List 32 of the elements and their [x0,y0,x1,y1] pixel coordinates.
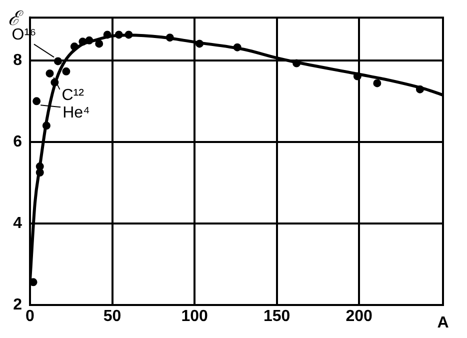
point [62,67,70,76]
point [36,162,44,170]
y-tick-label: 2 [13,296,22,314]
point [70,42,78,51]
y-tick-label: 4 [13,214,22,232]
x-tick-label: 50 [103,308,122,326]
y-tick-label: 6 [13,133,22,150]
point [30,278,38,286]
x-tick-label: 100 [181,308,208,326]
point [85,36,94,44]
point [46,69,54,78]
point [42,122,50,130]
point [124,30,133,39]
x-tick-label: 150 [263,308,290,326]
point [353,72,362,80]
annotation: C¹² [62,86,85,104]
point [95,40,104,48]
point [54,57,62,66]
point [166,34,174,42]
point [233,43,242,52]
annotation: He⁴ [62,104,90,122]
point [114,30,123,39]
y-tick-label: 8 [13,52,22,69]
point [416,85,424,94]
x-axis-title: A [437,314,450,332]
point [32,97,41,106]
point [292,59,301,68]
x-tick-label: 200 [346,308,373,326]
x-tick-label: 0 [26,308,35,326]
point [373,79,382,88]
point [103,30,112,39]
point [195,40,204,48]
